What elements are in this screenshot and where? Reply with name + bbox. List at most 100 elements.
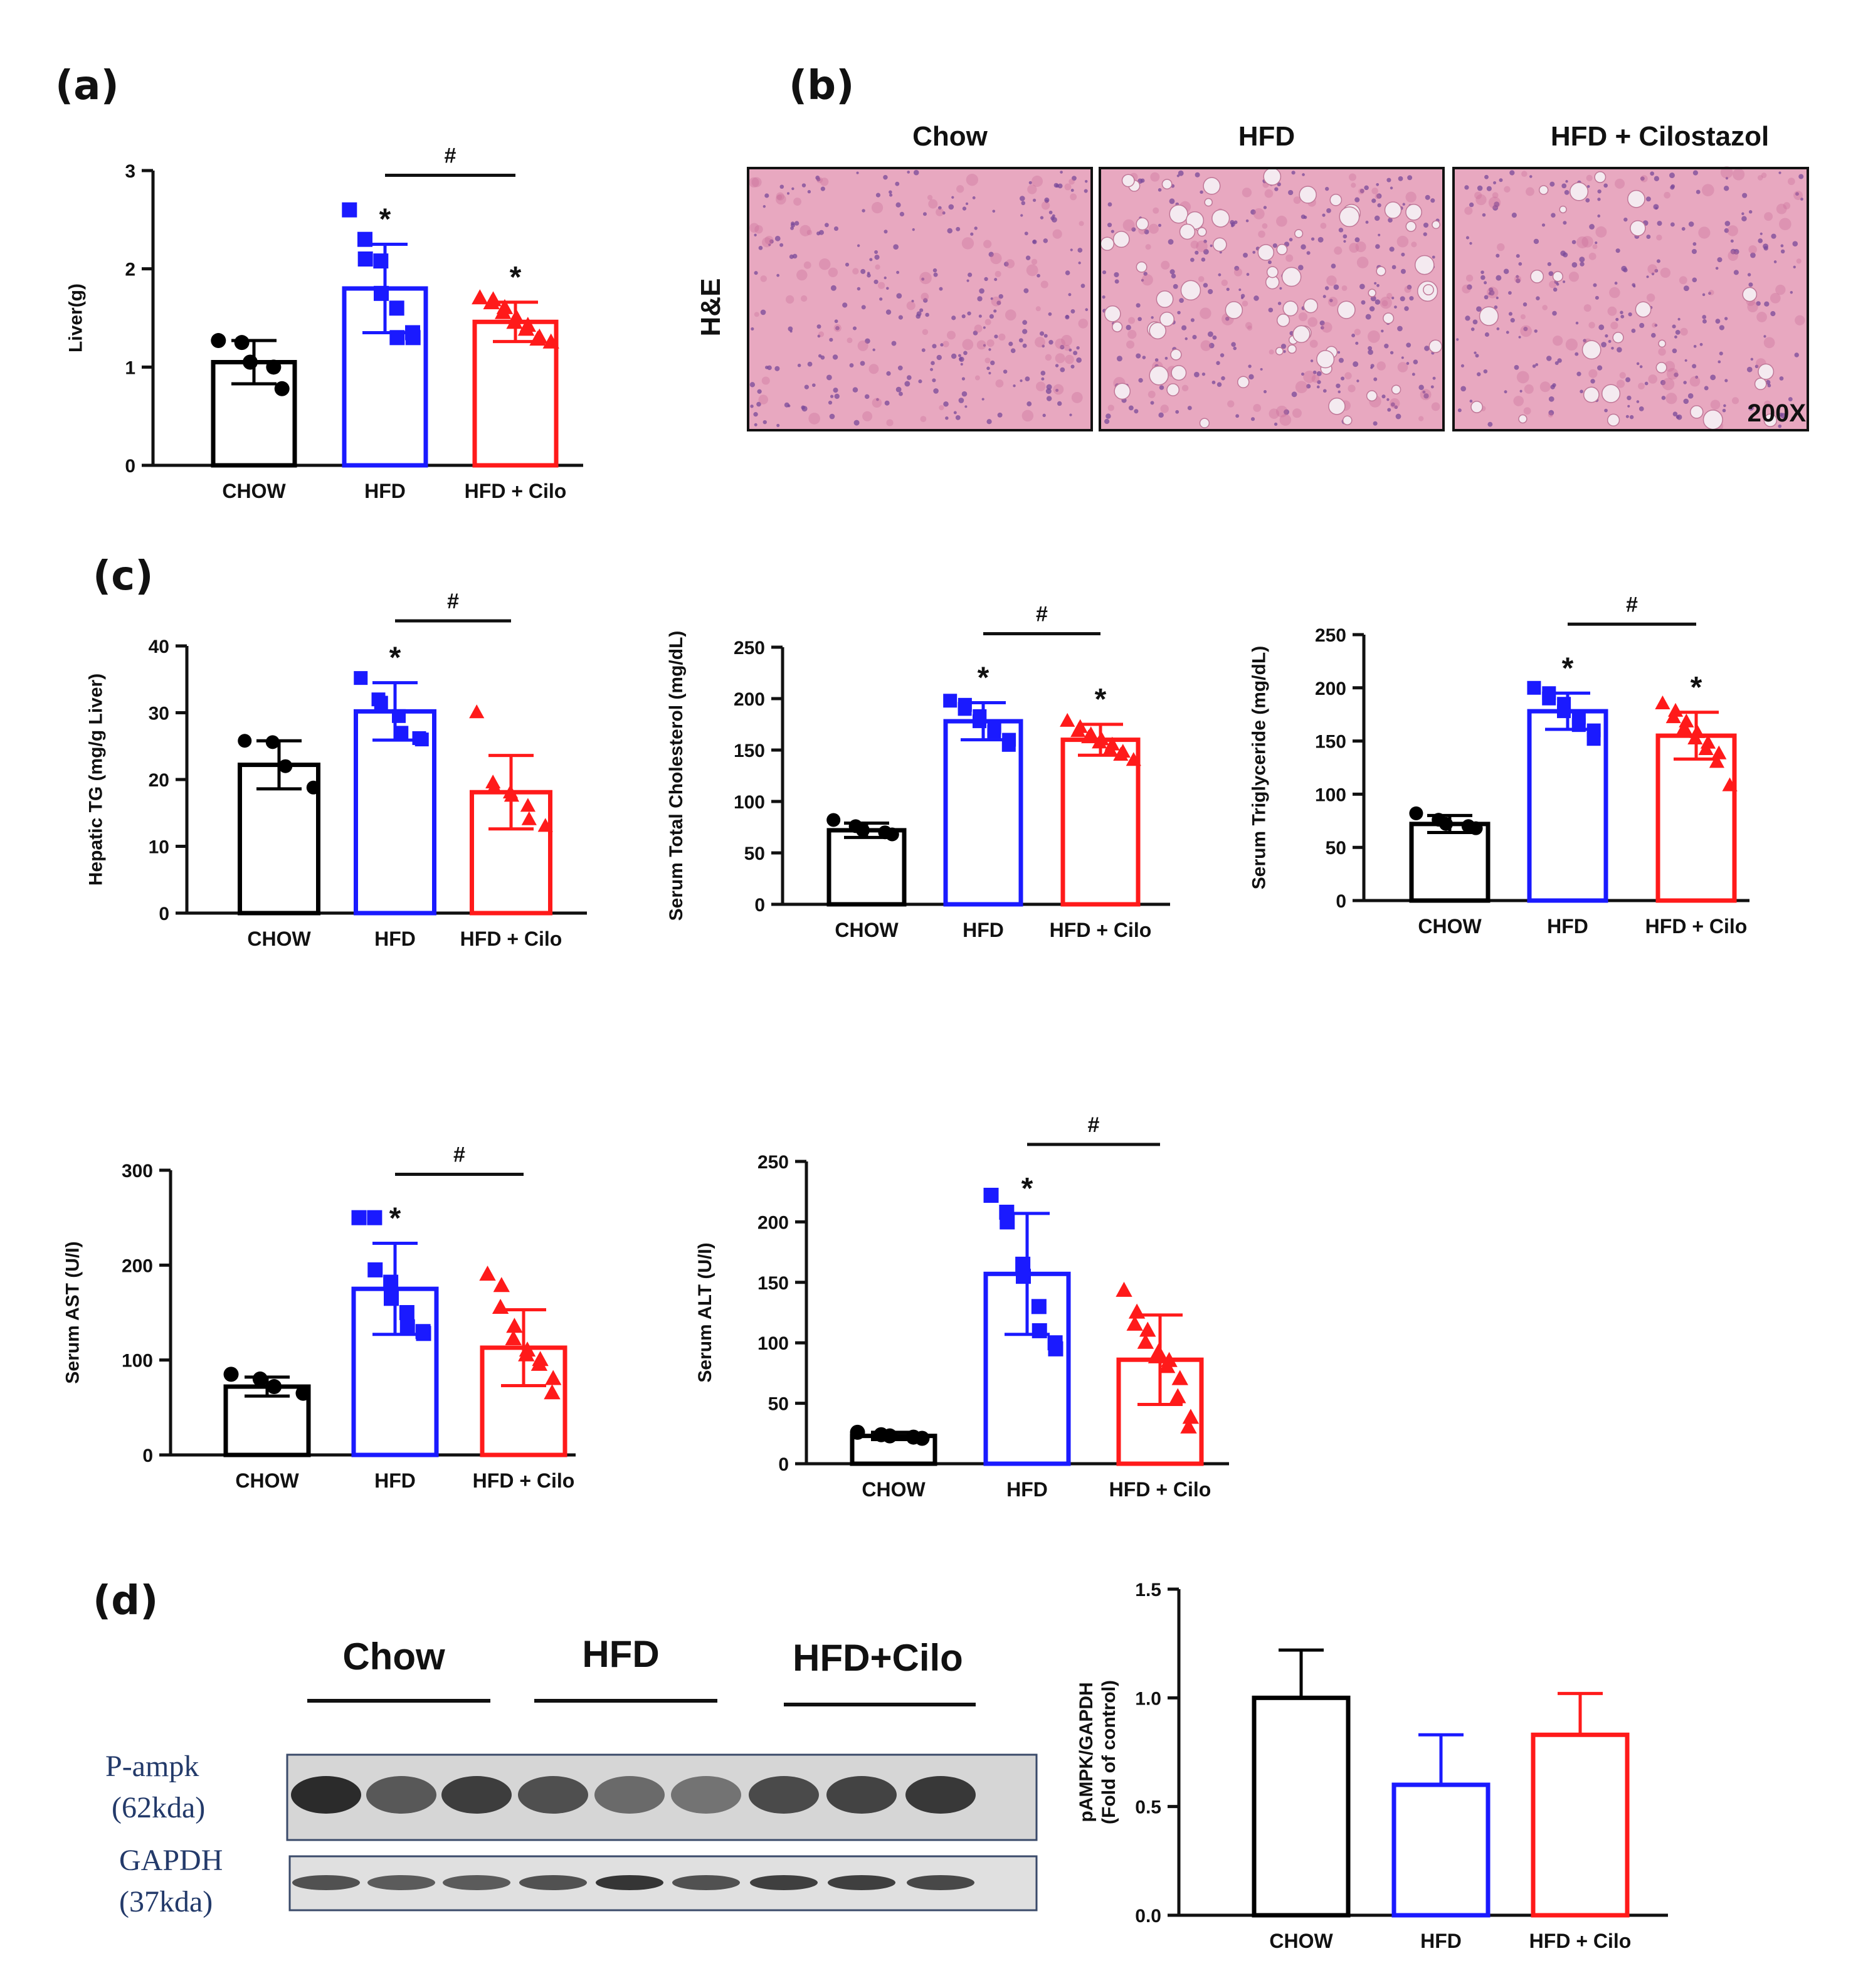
data-point <box>518 1346 535 1361</box>
data-point <box>1116 1281 1132 1297</box>
y-tick-label: 200 <box>122 1256 153 1276</box>
data-point <box>265 735 280 749</box>
y-axis-label: Serum Total Cholesterol (mg/dL) <box>666 631 687 921</box>
blot-band-pampk <box>291 1776 361 1814</box>
x-tick-label: HFD <box>374 1469 416 1492</box>
data-point <box>357 231 372 247</box>
y-tick-label: 40 <box>149 637 169 657</box>
panel-label-c: (c) <box>93 553 153 600</box>
data-point <box>1711 745 1727 759</box>
chart-pampk: 0.0 0.5 1.0 1.5 pAMPK/GAPDH (Fold of control)… <box>1076 1580 1668 1952</box>
bar-chow <box>1252 1695 1351 1918</box>
data-point <box>389 300 404 316</box>
data-point <box>1665 709 1681 724</box>
error-bar <box>501 1308 546 1388</box>
data-point <box>530 1355 548 1371</box>
x-tick-label: CHOW <box>247 928 311 950</box>
data-point <box>384 1291 399 1306</box>
comparison-hash: # <box>1626 593 1638 616</box>
histology-col-title-cilo: HFD + Cilostazol <box>1551 121 1769 152</box>
y-tick-label: 200 <box>1315 679 1346 699</box>
data-point <box>1698 741 1714 755</box>
y-tick-label: 200 <box>757 1212 789 1233</box>
y-tick-label: 0 <box>142 1446 153 1466</box>
data-point <box>1586 732 1601 746</box>
data-point <box>506 314 523 329</box>
data-point <box>1158 1358 1176 1373</box>
data-point <box>492 1299 509 1314</box>
blot-band-pampk <box>441 1776 512 1814</box>
y-tick-label: 30 <box>149 704 169 724</box>
y-tick-label: 1.5 <box>1135 1580 1161 1600</box>
data-point <box>987 724 1001 739</box>
x-tick-label: HFD + Cilo <box>465 480 567 502</box>
y-tick-label: 100 <box>734 792 765 813</box>
y-tick-label: 0 <box>1336 891 1346 912</box>
data-point <box>1182 1409 1200 1424</box>
y-tick-label: 250 <box>734 638 765 658</box>
comparison-hash: # <box>447 590 459 613</box>
y-tick-label: 1 <box>125 357 135 378</box>
data-point <box>252 1371 268 1387</box>
panel-label-d: (d) <box>93 1578 158 1624</box>
y-axis-label: Serum ALT (U/I) <box>695 1242 715 1382</box>
data-point <box>238 734 252 748</box>
y-axis-label: Hepatic TG (mg/g Liver) <box>86 674 107 886</box>
x-tick-label: CHOW <box>1269 1930 1333 1952</box>
data-point <box>1102 741 1118 756</box>
x-tick-label: HFD + Cilo <box>460 928 562 950</box>
error-bar <box>1418 1733 1464 1785</box>
chart-triglyceride: 0 50 100 150 200 250 Serum Triglyceride (mg/dL… <box>1249 593 1749 938</box>
data-point <box>414 732 429 747</box>
y-tick-label: 250 <box>757 1152 789 1173</box>
data-point <box>529 330 546 346</box>
x-tick-label: HFD + Cilo <box>1529 1930 1632 1952</box>
data-point <box>1409 806 1423 820</box>
data-point <box>1048 1341 1063 1356</box>
data-point <box>882 1428 897 1444</box>
y-axis-label: Serum Triglyceride (mg/dL) <box>1249 646 1270 889</box>
data-point <box>354 671 368 685</box>
x-tick-label: CHOW <box>835 919 899 941</box>
y-tick-label: 0.5 <box>1135 1797 1161 1818</box>
data-point <box>392 709 406 723</box>
blot-band-pampk <box>518 1776 588 1814</box>
significance-star: * <box>389 642 401 675</box>
data-point <box>1060 712 1075 727</box>
y-tick-label: 0.0 <box>1135 1906 1161 1927</box>
blot-band-pampk <box>826 1776 897 1814</box>
y-tick-label: 50 <box>744 843 765 864</box>
blot-band-gapdh <box>519 1875 587 1890</box>
y-tick-label: 2 <box>125 260 135 280</box>
data-point <box>1542 691 1556 706</box>
data-point <box>1169 1388 1186 1404</box>
data-point <box>506 1318 523 1333</box>
data-point <box>266 1379 282 1395</box>
x-tick-label: CHOW <box>862 1478 926 1501</box>
blot-group-chow: Chow <box>342 1636 445 1678</box>
data-point <box>914 1430 930 1446</box>
data-point <box>374 695 388 710</box>
significance-star: * <box>978 662 989 695</box>
data-point <box>405 330 421 346</box>
data-point <box>521 811 537 825</box>
x-tick-label: HFD <box>963 919 1004 941</box>
blot-band-gapdh <box>292 1875 360 1890</box>
data-point <box>494 304 512 319</box>
data-point <box>1031 1299 1047 1314</box>
data-point <box>211 333 226 349</box>
data-point <box>1571 718 1586 732</box>
panel-label-b: (b) <box>789 63 854 109</box>
data-point <box>399 1319 415 1335</box>
data-point <box>542 333 559 349</box>
x-tick-label: HFD + Cilo <box>1050 919 1152 941</box>
data-point <box>1137 1333 1154 1349</box>
data-point <box>850 1424 865 1440</box>
significance-star: * <box>389 1202 401 1235</box>
blot-row-label-pampk-size: (62kda) <box>112 1791 205 1824</box>
data-point <box>266 359 282 375</box>
data-point <box>383 1274 399 1290</box>
data-point <box>351 1210 367 1225</box>
data-point <box>342 202 357 218</box>
